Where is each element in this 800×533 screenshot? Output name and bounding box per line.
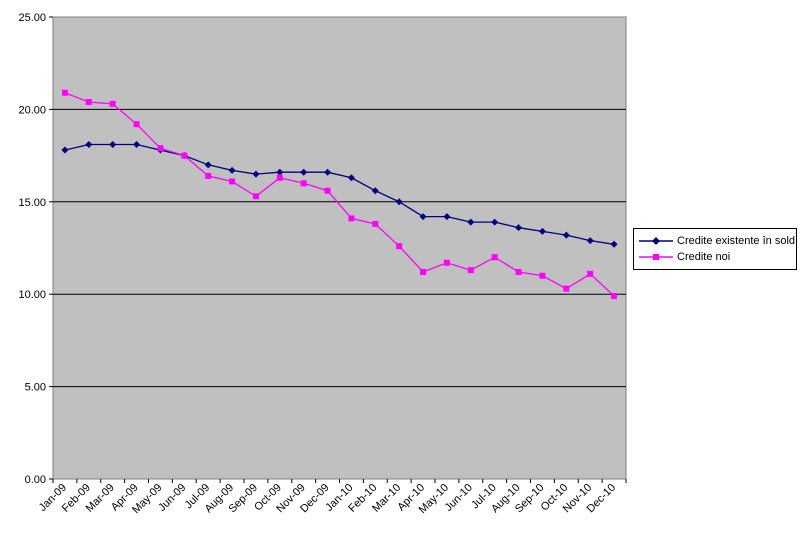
data-point-series-2 bbox=[396, 243, 403, 250]
data-point-series-1 bbox=[562, 231, 570, 239]
data-point-series-1 bbox=[395, 198, 403, 206]
data-point-series-2 bbox=[205, 172, 212, 179]
data-point-series-2 bbox=[109, 100, 116, 107]
data-point-series-2 bbox=[467, 267, 474, 274]
y-axis-ticks: 0.00 5.00 10.00 15.00 20.00 25.00 bbox=[18, 12, 53, 486]
x-tick-label: Jun-09 bbox=[156, 482, 188, 514]
x-axis-ticks: Jan-09Feb-09Mar-09Apr-09May-09Jun-09Jul-… bbox=[37, 479, 627, 516]
y-tick-label: 20.00 bbox=[18, 104, 46, 116]
gridlines bbox=[53, 108, 626, 388]
data-point-series-1 bbox=[467, 218, 475, 226]
series-line-2 bbox=[64, 92, 615, 297]
legend-marker-square-icon bbox=[639, 254, 673, 260]
data-point-series-2 bbox=[324, 187, 331, 194]
data-point-series-2 bbox=[587, 270, 594, 277]
y-tick-label: 0.00 bbox=[25, 474, 46, 486]
legend-item-series-2: Credite noi bbox=[638, 250, 730, 264]
data-point-series-2 bbox=[85, 99, 92, 106]
data-point-series-1 bbox=[204, 161, 212, 169]
data-point-series-2 bbox=[539, 272, 546, 279]
legend: Credite existente în sold Credite noi bbox=[633, 228, 797, 270]
data-point-series-2 bbox=[348, 215, 355, 222]
legend-item-series-1: Credite existente în sold bbox=[638, 234, 795, 248]
plot-area bbox=[52, 16, 627, 480]
x-tick-label: Jun-10 bbox=[443, 482, 475, 514]
data-point-series-2 bbox=[300, 180, 307, 187]
data-point-series-1 bbox=[109, 141, 117, 149]
data-point-series-2 bbox=[563, 285, 570, 292]
y-tick-label: 25.00 bbox=[18, 12, 46, 24]
data-point-series-2 bbox=[276, 174, 283, 181]
data-point-series-2 bbox=[61, 89, 68, 96]
legend-label-series-1: Credite existente în sold bbox=[677, 235, 796, 247]
data-point-series-1 bbox=[324, 168, 332, 176]
data-point-series-1 bbox=[491, 218, 499, 226]
data-point-series-1 bbox=[586, 237, 594, 245]
y-tick-label: 5.00 bbox=[25, 382, 46, 394]
series-lines bbox=[61, 89, 618, 300]
data-point-series-1 bbox=[228, 166, 236, 174]
data-point-series-2 bbox=[443, 259, 450, 266]
data-point-series-1 bbox=[61, 146, 69, 154]
data-point-series-1 bbox=[515, 224, 523, 232]
data-point-series-1 bbox=[347, 174, 355, 182]
data-point-series-2 bbox=[157, 145, 164, 152]
data-point-series-1 bbox=[538, 227, 546, 235]
data-point-series-2 bbox=[229, 178, 236, 185]
data-point-series-2 bbox=[372, 220, 379, 227]
legend-label-series-2: Credite noi bbox=[677, 251, 731, 263]
data-point-series-2 bbox=[252, 193, 259, 200]
data-point-series-1 bbox=[133, 141, 141, 149]
data-point-series-1 bbox=[443, 213, 451, 221]
data-point-series-1 bbox=[276, 168, 284, 176]
data-point-series-2 bbox=[491, 254, 498, 261]
data-point-series-2 bbox=[133, 121, 140, 128]
legend-marker-diamond-icon bbox=[639, 237, 673, 245]
y-tick-label: 10.00 bbox=[18, 289, 46, 301]
data-point-series-1 bbox=[85, 141, 93, 149]
data-point-series-1 bbox=[419, 213, 427, 221]
data-point-series-1 bbox=[300, 168, 308, 176]
data-point-series-1 bbox=[252, 170, 260, 178]
data-point-series-1 bbox=[371, 187, 379, 195]
series-line-1 bbox=[64, 143, 615, 245]
data-point-series-2 bbox=[420, 269, 427, 276]
data-point-series-1 bbox=[610, 240, 618, 248]
data-point-series-2 bbox=[611, 293, 618, 300]
data-point-series-2 bbox=[181, 152, 188, 159]
data-point-series-2 bbox=[515, 269, 522, 276]
y-tick-label: 15.00 bbox=[18, 197, 46, 209]
